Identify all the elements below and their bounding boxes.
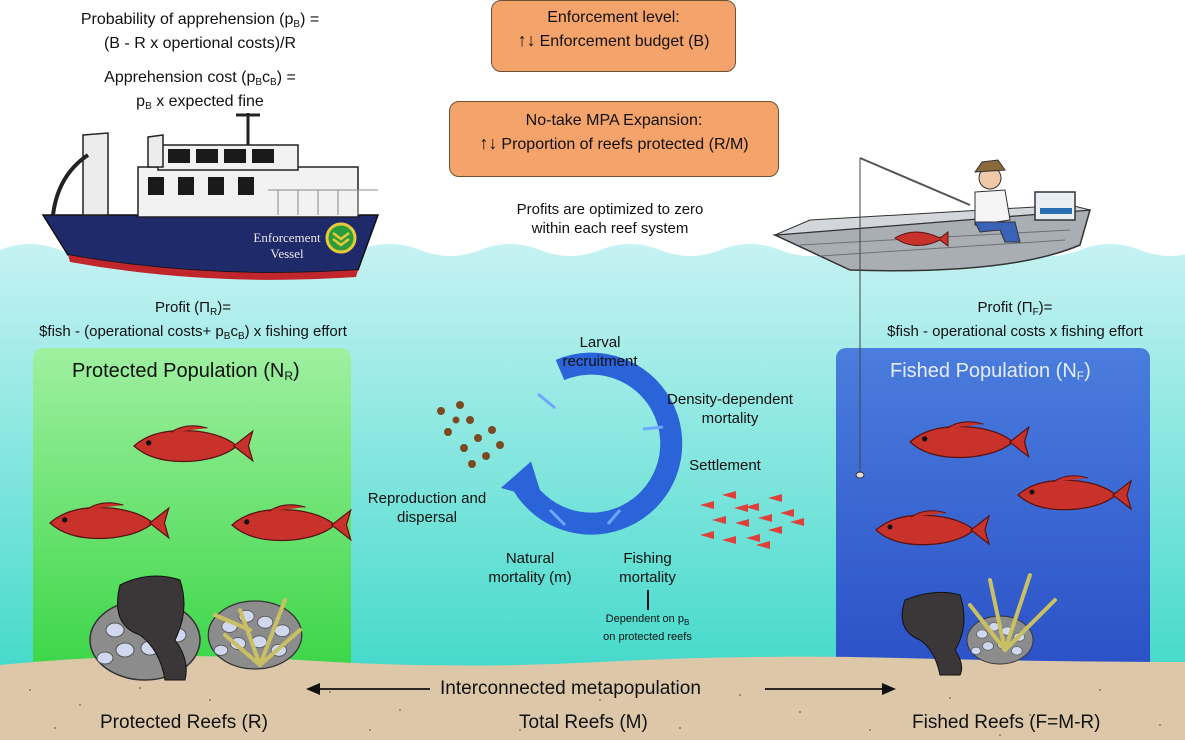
profit-fished: Profit (ΠF)= $fish - operational costs x… — [855, 298, 1175, 341]
enforcement-vessel-illustration — [41, 113, 380, 280]
cost-line2-pre: p — [136, 93, 146, 110]
profit-right-line2: $fish - operational costs x fishing effo… — [887, 323, 1143, 340]
fished-reefs-label: Fished Reefs (F=M-R) — [912, 712, 1101, 733]
protected-fish-2 — [49, 502, 170, 540]
fishing-line1: Fishing — [623, 550, 672, 567]
protected-fish-1 — [133, 425, 254, 463]
cost-line2-sub: B — [145, 101, 152, 112]
protected-reefs-label: Protected Reefs (R) — [100, 712, 268, 733]
protected-title-pre: Protected Population (N — [72, 360, 285, 382]
profit-left-line1-post: )= — [217, 299, 231, 316]
reproduction-label: Reproduction and dispersal — [357, 489, 497, 527]
protected-title-post: ) — [293, 360, 300, 382]
fished-dark-coral — [901, 591, 965, 676]
fishing-mortality-label: Fishing mortality — [600, 549, 695, 587]
repro-line1: Reproduction and — [367, 490, 487, 507]
cost-sub1: B — [255, 77, 263, 88]
mpa-expansion-box: No-take MPA Expansion: ↑↓ Proportion of r… — [449, 101, 779, 177]
fished-fish-2 — [1017, 475, 1132, 511]
cost-line1: Apprehension cost (p — [104, 69, 256, 86]
fished-title-post: ) — [1084, 360, 1091, 382]
vessel-label-line2: Vessel — [270, 246, 304, 261]
prob-line1: Probability of apprehension (p — [80, 11, 294, 28]
density-line2: mortality — [701, 410, 759, 427]
protected-title-sub: R — [284, 369, 294, 383]
profit-protected: Profit (ΠR)= $fish - (operational costs+… — [8, 298, 378, 346]
dependent-line1-sub: B — [683, 618, 690, 627]
repro-line2: dispersal — [396, 509, 458, 526]
dependent-on-pb-label: Dependent on pB on protected reefs — [585, 612, 710, 644]
vessel-label: Enforcement Vessel — [232, 230, 342, 262]
profits-note-line2: within each reef system — [531, 220, 689, 237]
interconnected-arrow — [306, 683, 896, 695]
dependent-line1-pre: Dependent on p — [605, 613, 684, 625]
cost-sub2: B — [270, 77, 277, 88]
protected-dark-coral — [117, 575, 187, 681]
profits-note: Profits are optimized to zero within eac… — [470, 200, 750, 238]
protected-panel-bg — [33, 348, 351, 678]
fished-population-title: Fished Population (NF) — [890, 360, 1091, 383]
sand-floor — [0, 656, 1185, 740]
profit-left-line2-post: ) x fishing effort — [244, 323, 347, 340]
cost-mid: c — [262, 69, 271, 86]
mpa-box-body: Proportion of reefs protected (R/M) — [501, 136, 749, 153]
dependent-line2: on protected reefs — [603, 631, 692, 643]
density-dependent-label: Density-dependent mortality — [650, 390, 810, 428]
fished-title-sub: F — [1076, 369, 1085, 383]
profit-left-line2-sub2: B — [237, 331, 245, 342]
cost-line2-post: x expected fine — [151, 93, 264, 110]
mpa-updown-icon: ↑↓ — [479, 133, 498, 153]
interconnected-label: Interconnected metapopulation — [440, 678, 701, 699]
settlement-label: Settlement — [670, 456, 780, 475]
fishing-boat-illustration — [772, 157, 1092, 479]
profit-left-line2-sub1: B — [223, 331, 231, 342]
vessel-label-line1: Enforcement — [253, 230, 321, 245]
prob-line1-end: ) = — [300, 11, 320, 28]
enforcement-level-box: Enforcement level: ↑↓ Enforcement budget … — [491, 0, 736, 72]
fished-branch-coral — [968, 573, 1057, 652]
profit-left-line1-pre: Profit (Π — [154, 299, 210, 316]
mpa-box-title: No-take MPA Expansion: — [525, 112, 703, 129]
enforcement-updown-icon: ↑↓ — [517, 30, 536, 50]
profit-right-line1-post: )= — [1038, 299, 1053, 316]
larvae-dots — [437, 401, 504, 468]
profit-right-line1-sub: F — [1032, 307, 1039, 318]
settlement-text: Settlement — [689, 457, 761, 474]
profit-left-line1-sub: R — [210, 307, 218, 318]
cost-line1-end: ) = — [276, 69, 296, 86]
profit-left-line2-mid: c — [230, 323, 238, 340]
larval-recruitment-label: Larval recruitment — [540, 333, 660, 371]
fished-panel-bg — [836, 348, 1150, 678]
profits-note-line1: Profits are optimized to zero — [516, 201, 704, 218]
protected-fish-3 — [231, 504, 352, 542]
protected-population-title: Protected Population (NR) — [72, 360, 300, 383]
prob-sub: B — [293, 19, 301, 30]
profit-left-line2-pre: $fish - (operational costs+ p — [39, 323, 224, 340]
total-reefs-label: Total Reefs (M) — [519, 712, 648, 733]
fished-title-pre: Fished Population (N — [890, 360, 1077, 382]
juvenile-fish-school — [700, 491, 804, 549]
protected-branch-coral — [213, 598, 302, 667]
fished-fish-3 — [875, 510, 990, 546]
natural-line1: Natural — [505, 550, 555, 567]
natural-mortality-label: Natural mortality (m) — [470, 549, 590, 587]
density-line1: Density-dependent — [667, 391, 793, 408]
larval-line1: Larval — [579, 334, 621, 351]
profit-right-line1-pre: Profit (Π — [977, 299, 1033, 316]
enforcement-box-title: Enforcement level: — [547, 9, 680, 26]
apprehension-cost: Apprehension cost (pBcB) = pB x expected… — [60, 68, 340, 116]
fishing-line2: mortality — [619, 569, 676, 586]
prob-line2: (B - R x opertional costs)/R — [103, 35, 297, 52]
apprehension-probability: Probability of apprehension (pB) = (B - … — [60, 10, 340, 53]
fished-fish-1 — [909, 421, 1030, 459]
larval-line2: recruitment — [562, 353, 638, 370]
natural-line2: mortality (m) — [488, 569, 572, 586]
enforcement-box-body: Enforcement budget (B) — [539, 33, 710, 50]
life-cycle-ring — [500, 352, 683, 535]
